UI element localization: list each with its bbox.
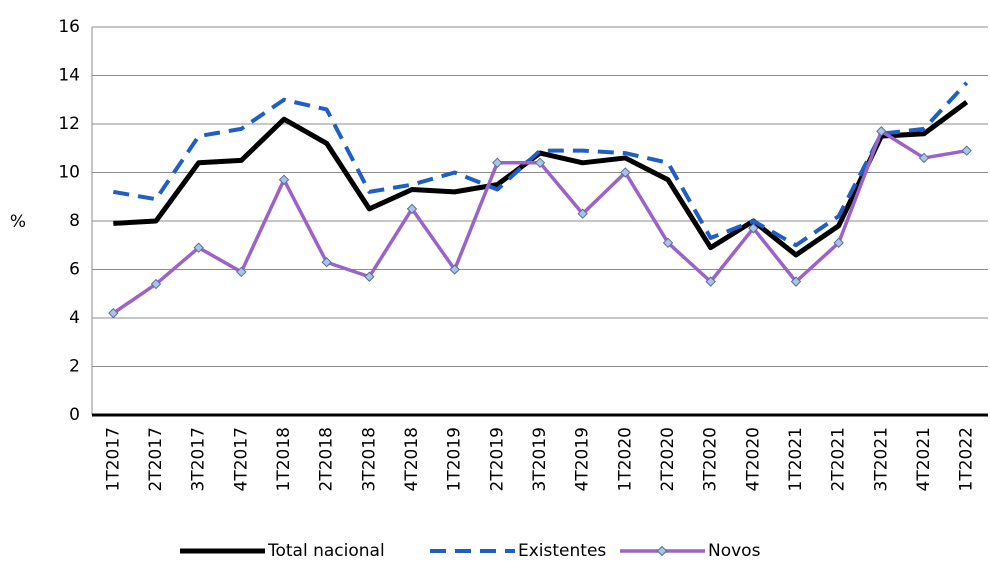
legend-label: Existentes <box>518 541 606 561</box>
marker <box>918 152 930 164</box>
y-tick-label: 16 <box>58 17 80 37</box>
x-tick-label: 2T2017 <box>146 427 166 491</box>
x-tick-label: 1T2021 <box>786 427 806 491</box>
x-tick-label: 4T2019 <box>573 427 593 491</box>
x-tick-label: 1T2018 <box>274 427 294 491</box>
x-tick-label: 3T2021 <box>871 427 891 491</box>
line-series <box>113 100 969 258</box>
marker <box>705 276 716 287</box>
x-tick-label: 1T2020 <box>615 427 635 491</box>
marker <box>534 157 546 169</box>
marker <box>108 307 119 319</box>
marker <box>790 276 802 287</box>
x-tick-label: 4T2017 <box>231 427 251 491</box>
marker <box>577 208 588 219</box>
marker <box>449 264 460 275</box>
legend-label: Total nacional <box>267 541 385 561</box>
x-tick-label: 2T2021 <box>829 427 849 491</box>
y-tick-label: 4 <box>69 308 80 328</box>
marker <box>833 237 844 249</box>
legend-label: Novos <box>708 541 761 561</box>
marker <box>150 278 162 290</box>
y-axis-label: % <box>10 212 26 232</box>
x-tick-label: 1T2017 <box>103 427 123 491</box>
legend-marker <box>656 545 668 557</box>
marker <box>278 174 290 185</box>
x-tick-label: 2T2020 <box>658 427 678 491</box>
marker <box>620 167 631 178</box>
marker <box>321 257 332 268</box>
y-tick-label: 10 <box>58 163 80 183</box>
x-tick-label: 3T2017 <box>189 427 209 491</box>
marker <box>406 203 418 215</box>
marker <box>961 145 972 156</box>
x-tick-label: 4T2020 <box>743 427 763 491</box>
x-tick-label: 3T2018 <box>359 427 379 491</box>
marker <box>236 266 247 278</box>
marker <box>492 157 503 169</box>
x-tick-label: 1T2022 <box>957 427 977 491</box>
x-tick-label: 2T2018 <box>317 427 337 491</box>
y-tick-label: 14 <box>58 66 80 86</box>
x-tick-label: 2T2019 <box>487 427 507 491</box>
x-tick-label: 3T2020 <box>701 427 721 491</box>
marker <box>748 223 759 234</box>
marker <box>662 237 674 249</box>
marker <box>193 242 204 253</box>
y-tick-label: 8 <box>69 211 80 231</box>
x-tick-label: 4T2018 <box>402 427 422 491</box>
y-tick-label: 6 <box>69 260 80 280</box>
y-tick-label: 2 <box>69 357 80 377</box>
y-tick-label: 0 <box>69 405 80 425</box>
x-tick-label: 4T2021 <box>914 427 934 491</box>
line-series <box>112 81 969 248</box>
marker <box>876 126 887 137</box>
x-tick-label: 3T2019 <box>530 427 550 491</box>
marker <box>364 271 375 282</box>
y-tick-label: 12 <box>58 114 80 134</box>
x-tick-label: 1T2019 <box>445 427 465 491</box>
